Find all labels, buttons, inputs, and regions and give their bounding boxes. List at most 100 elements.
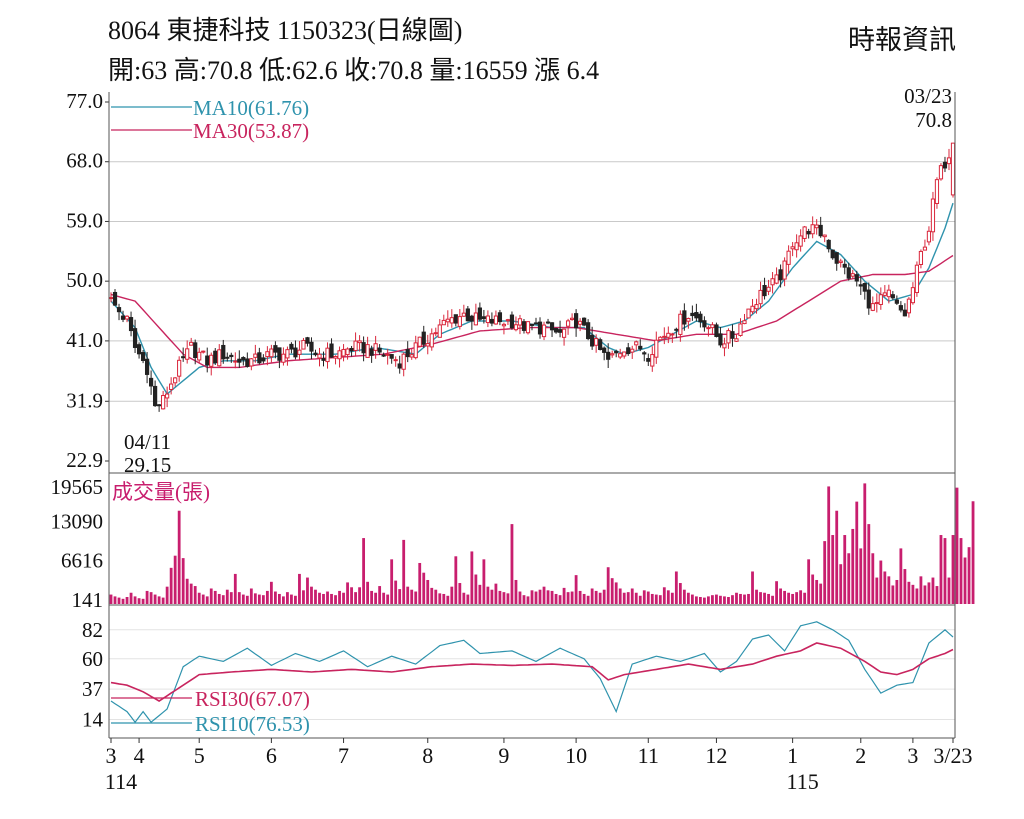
volume-bar — [799, 590, 803, 604]
candle-body — [321, 358, 326, 361]
candle-body — [453, 314, 458, 324]
volume-bar — [442, 593, 446, 604]
candle-body — [317, 353, 322, 359]
candle-body — [814, 224, 819, 229]
candle-body — [634, 341, 639, 346]
volume-bar — [466, 594, 470, 604]
volume-bar — [430, 587, 434, 604]
volume-bar — [719, 595, 722, 604]
volume-bar — [819, 583, 823, 604]
candle-body — [132, 328, 138, 348]
candle-body — [116, 307, 122, 313]
candle-body — [734, 338, 739, 342]
volume-bar — [273, 591, 277, 604]
candle-body — [144, 358, 150, 375]
data-source: 時報資訊 — [848, 25, 956, 55]
candle-body — [906, 298, 911, 314]
volume-bar — [955, 487, 959, 604]
volume-bar — [322, 593, 325, 604]
volume-bar — [362, 538, 366, 604]
candle-body — [209, 354, 214, 367]
volume-bar — [831, 535, 835, 604]
candle-body — [638, 345, 643, 350]
volume-bar — [823, 541, 827, 604]
volume-bar — [594, 590, 598, 604]
x-tick-label: 1 — [787, 743, 798, 768]
volume-bar — [682, 589, 686, 604]
candle-body — [794, 242, 799, 251]
volume-bar — [141, 598, 145, 604]
volume-bar — [843, 535, 847, 604]
volume-bar — [201, 594, 205, 604]
candle-body — [349, 347, 354, 352]
volume-bar — [546, 590, 550, 604]
volume-bar — [402, 539, 406, 604]
volume-bar — [867, 524, 871, 604]
volume-bar — [807, 559, 811, 604]
candle-body — [120, 315, 126, 320]
volume-bar — [165, 586, 169, 604]
volume-bar — [121, 598, 125, 604]
candle-body — [293, 347, 298, 358]
volume-bar — [658, 595, 662, 604]
volume-bar — [534, 591, 538, 604]
candle-body — [670, 333, 675, 336]
candle-body — [565, 320, 571, 327]
volume-bar — [542, 586, 546, 604]
volume-bar — [145, 590, 149, 604]
candle-body — [445, 318, 450, 323]
volume-bar — [839, 564, 843, 604]
candle-body — [481, 316, 486, 320]
candle-body — [606, 351, 611, 360]
volume-tick-label: 13090 — [51, 509, 104, 533]
candle-body — [722, 343, 727, 349]
volume-bar — [931, 577, 935, 604]
volume-bar — [654, 594, 658, 604]
volume-bar — [815, 579, 819, 604]
volume-bar — [590, 588, 594, 604]
volume-bar — [911, 584, 915, 604]
candle-body — [778, 269, 783, 281]
candle-body — [898, 305, 903, 311]
candle-body — [750, 305, 755, 313]
candle-body — [726, 330, 731, 344]
volume-bar — [482, 559, 486, 604]
volume-bar — [855, 501, 859, 604]
candle-body — [574, 313, 579, 329]
candle-body — [690, 312, 695, 317]
volume-bar — [326, 591, 329, 604]
candle-body — [161, 395, 166, 410]
price-tick-label: 68.0 — [66, 149, 103, 173]
candle-body — [441, 319, 446, 326]
volume-bar — [217, 593, 221, 604]
candle-body — [918, 250, 924, 265]
volume-bar — [205, 596, 209, 604]
price-tick-label: 50.0 — [66, 268, 103, 292]
volume-bar — [707, 596, 710, 604]
candle-body — [758, 289, 763, 305]
volume-bar — [835, 510, 839, 604]
candle-body — [610, 353, 615, 356]
volume-bar — [943, 538, 947, 604]
volume-bar — [690, 594, 694, 604]
candle-body — [437, 324, 442, 338]
candle-body — [477, 307, 482, 320]
volume-bar — [678, 583, 682, 604]
candle-body — [197, 351, 202, 361]
candle-body — [457, 316, 462, 327]
volume-bar — [670, 592, 674, 604]
volume-bar — [971, 501, 975, 604]
volume-bar — [446, 595, 450, 604]
volume-bar — [386, 594, 390, 604]
candle-body — [405, 349, 410, 358]
volume-bar — [261, 595, 265, 604]
year-label: 115 — [787, 769, 819, 794]
candle-body — [237, 358, 242, 363]
candle-body — [541, 324, 547, 338]
price-stats: 開:63 高:70.8 低:62.6 收:70.8 量:16559 漲 6.4 — [108, 56, 600, 85]
candle-body — [694, 312, 699, 319]
volume-bar — [662, 587, 666, 604]
volume-bar — [727, 596, 730, 604]
volume-bar — [582, 593, 586, 604]
volume-bar — [935, 586, 939, 604]
